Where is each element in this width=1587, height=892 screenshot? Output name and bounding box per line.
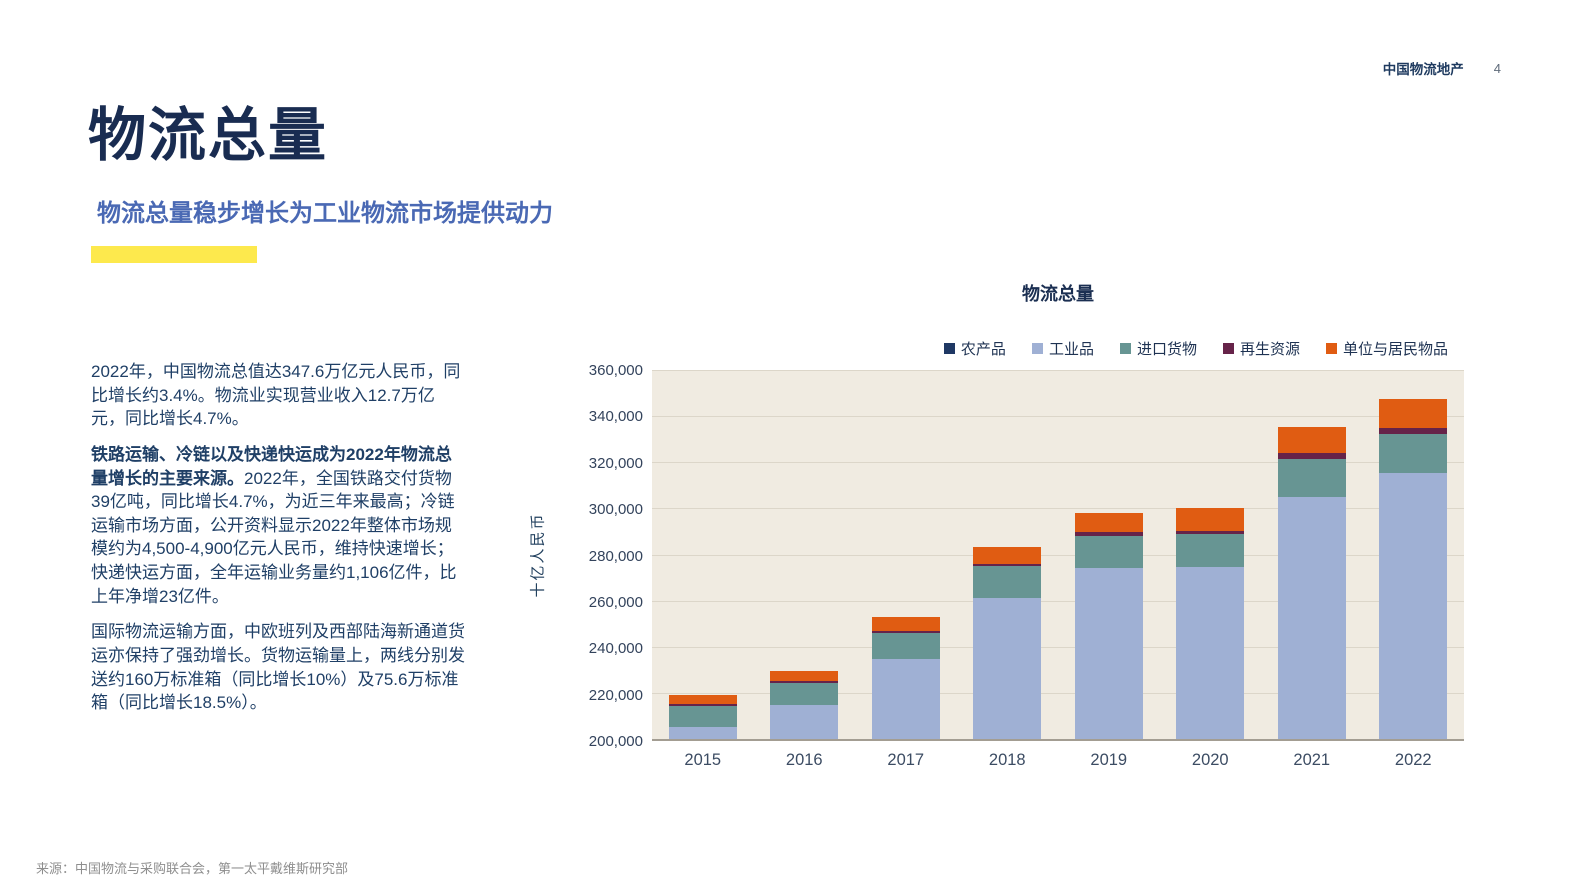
paragraph-2: 铁路运输、冷链以及快递快运成为2022年物流总量增长的主要来源。2022年，全国… <box>91 443 467 608</box>
gridline <box>652 508 1464 510</box>
bar-segment-工业品 <box>770 705 839 739</box>
bar-segment-单位与居民物品 <box>1277 427 1346 454</box>
bar-segment-单位与居民物品 <box>1074 513 1143 533</box>
legend-swatch-icon <box>943 343 955 354</box>
paragraph-2-lead: 铁路运输、冷链以及快递快运成为2022年物流总量增长的主要来源。 <box>91 444 452 488</box>
y-axis-tick-label: 320,000 <box>588 454 643 472</box>
legend-item-农产品: 农产品 <box>943 338 1006 359</box>
y-axis-tick-label: 220,000 <box>588 686 643 704</box>
bar-segment-进口货物 <box>1074 535 1143 568</box>
bar-segment-工业品 <box>1379 473 1448 739</box>
gridline <box>652 692 1464 694</box>
bar-segment-再生资源 <box>1074 532 1143 536</box>
legend-swatch-icon <box>1119 343 1131 354</box>
chart-title: 物流总量 <box>1022 284 1094 304</box>
x-axis-tick-label: 2017 <box>887 751 925 769</box>
page-subtitle: 物流总量稳步增长为工业物流市场提供动力 <box>97 200 553 227</box>
legend-swatch-icon <box>1031 343 1043 354</box>
paragraph-3: 国际物流运输方面，中欧班列及西部陆海新通道货运亦保持了强劲增长。货物运输量上，两… <box>91 620 467 715</box>
bar-segment-再生资源 <box>871 630 940 633</box>
page-title: 物流总量 <box>88 103 329 168</box>
paragraph-1-text: 2022年，中国物流总值达347.6万亿元人民币，同比增长约3.4%。物流业实现… <box>91 362 461 429</box>
y-axis-tick-labels: 200,000 220,000 240,000 260,000 280,000 300,0… <box>535 362 643 750</box>
legend-label: 农产品 <box>960 341 1006 358</box>
x-axis-tick-label: 2018 <box>988 751 1026 769</box>
bar-segment-工业品 <box>668 726 737 739</box>
y-axis-tick-label: 200,000 <box>588 733 643 750</box>
bar-segment-工业品 <box>871 658 940 739</box>
x-axis-tick-label: 2019 <box>1090 751 1128 769</box>
legend-label: 再生资源 <box>1239 341 1300 358</box>
bar-segment-进口货物 <box>1379 434 1448 474</box>
bar-segment-进口货物 <box>668 706 737 727</box>
legend-label: 进口货物 <box>1136 341 1197 358</box>
x-axis-tick-label: 2016 <box>785 751 823 769</box>
bar-segment-进口货物 <box>1277 458 1346 498</box>
y-axis-tick-label: 260,000 <box>588 593 643 611</box>
gridline <box>652 370 1464 371</box>
legend-swatch-icon <box>1325 343 1337 354</box>
gridline <box>652 416 1464 418</box>
accent-bar <box>91 246 257 263</box>
y-axis-tick-label: 340,000 <box>588 408 643 426</box>
x-axis-tick-label: 2015 <box>684 751 722 769</box>
bar-segment-进口货物 <box>973 566 1042 599</box>
bar-segment-单位与居民物品 <box>1379 398 1448 428</box>
legend-item-进口货物: 进口货物 <box>1119 338 1197 359</box>
bar-segment-进口货物 <box>770 683 839 706</box>
bar-segment-工业品 <box>1176 566 1245 739</box>
page-header: 中国物流地产 4 <box>1383 58 1501 78</box>
x-axis-tick-label: 2021 <box>1293 751 1331 769</box>
legend-label: 工业品 <box>1048 341 1094 358</box>
paragraph-2-text: 2022年，全国铁路交付货物39亿吨，同比增长4.7%，为近三年来最高；冷链运输… <box>91 468 457 606</box>
chart-legend: 农产品 工业品 进口货物 再生资源 单位与居民物品 <box>560 338 1464 359</box>
brand-text: 中国物流地产 <box>1382 62 1464 77</box>
bar-segment-工业品 <box>973 598 1042 739</box>
chart-plot-area <box>652 370 1464 741</box>
source-note: 来源：中国物流与采购联合会，第一太平戴维斯研究部 <box>36 861 349 876</box>
legend-item-工业品: 工业品 <box>1031 338 1094 359</box>
gridline <box>652 554 1464 556</box>
bar-segment-再生资源 <box>1277 453 1346 459</box>
legend-item-单位与居民物品: 单位与居民物品 <box>1325 338 1448 359</box>
x-axis-tick-labels: 2015 2016 2017 2018 2019 2020 2021 2022 <box>652 751 1464 775</box>
bar-segment-单位与居民物品 <box>973 547 1042 564</box>
bar-segment-单位与居民物品 <box>668 694 737 705</box>
y-axis-tick-label: 240,000 <box>588 640 643 658</box>
x-axis-tick-label: 2020 <box>1191 751 1229 769</box>
bar-segment-工业品 <box>1074 567 1143 739</box>
legend-label: 单位与居民物品 <box>1342 341 1448 358</box>
y-axis-tick-label: 280,000 <box>588 547 643 565</box>
gridline <box>652 646 1464 648</box>
bar-segment-进口货物 <box>871 632 940 659</box>
bar-segment-单位与居民物品 <box>770 670 839 682</box>
page-number: 4 <box>1493 60 1501 76</box>
paragraph-3-text: 国际物流运输方面，中欧班列及西部陆海新通道货运亦保持了强劲增长。货物运输量上，两… <box>91 622 465 713</box>
gridline <box>652 462 1464 464</box>
bar-segment-单位与居民物品 <box>1176 508 1245 531</box>
legend-item-再生资源: 再生资源 <box>1222 338 1300 359</box>
bar-segment-单位与居民物品 <box>871 617 940 631</box>
x-axis-tick-label: 2022 <box>1394 751 1432 769</box>
bar-segment-再生资源 <box>668 704 737 707</box>
bar-segment-再生资源 <box>1379 427 1448 435</box>
y-axis-tick-label: 360,000 <box>588 362 643 379</box>
bar-segment-工业品 <box>1277 497 1346 739</box>
body-text: 2022年，中国物流总值达347.6万亿元人民币，同比增长约3.4%。物流业实现… <box>91 360 467 727</box>
y-axis-tick-label: 300,000 <box>588 501 643 519</box>
bar-segment-再生资源 <box>973 563 1042 567</box>
bar-segment-进口货物 <box>1176 534 1245 567</box>
paragraph-1: 2022年，中国物流总值达347.6万亿元人民币，同比增长约3.4%。物流业实现… <box>91 360 467 431</box>
bar-segment-再生资源 <box>770 681 839 684</box>
legend-swatch-icon <box>1222 343 1234 354</box>
bar-segment-再生资源 <box>1176 530 1245 535</box>
gridline <box>652 600 1464 602</box>
